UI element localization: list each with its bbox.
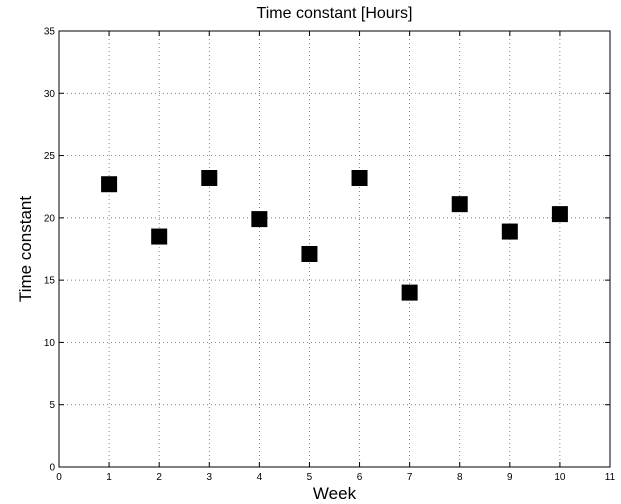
y-tick-label: 20 <box>44 213 56 224</box>
x-tick-label: 10 <box>554 472 566 483</box>
y-tick-label: 0 <box>49 463 55 474</box>
data-point <box>151 228 168 245</box>
x-tick-label: 7 <box>407 472 413 483</box>
grid-lines <box>59 31 610 467</box>
y-tick-label: 10 <box>44 338 56 349</box>
y-axis: 0 5 10 15 20 25 30 35 <box>44 27 610 474</box>
y-tick-label: 15 <box>44 276 56 287</box>
x-tick-label: 8 <box>457 472 463 483</box>
data-point <box>501 223 518 240</box>
x-tick-label: 2 <box>156 472 162 483</box>
data-point <box>251 211 268 228</box>
x-axis: 0 1 2 3 4 5 6 7 8 9 10 11 <box>56 31 616 483</box>
x-tick-label: 9 <box>507 472 513 483</box>
x-tick-label: 4 <box>257 472 263 483</box>
data-point <box>101 176 118 193</box>
x-tick-label: 3 <box>206 472 212 483</box>
data-points <box>101 169 568 301</box>
y-tick-label: 30 <box>44 89 56 100</box>
x-tick-label: 1 <box>106 472 112 483</box>
data-point <box>301 245 318 262</box>
data-point <box>401 284 418 301</box>
x-tick-label: 5 <box>307 472 313 483</box>
plot-background <box>59 31 610 467</box>
x-tick-label: 6 <box>357 472 363 483</box>
y-tick-label: 25 <box>44 151 56 162</box>
data-point <box>551 206 568 223</box>
y-tick-label: 35 <box>44 27 56 38</box>
x-axis-title: Week <box>313 484 357 503</box>
plot-frame <box>58 30 611 468</box>
x-tick-label: 11 <box>605 472 616 483</box>
data-point <box>201 169 218 186</box>
data-point <box>451 196 468 213</box>
y-axis-title: Time constant <box>16 196 35 302</box>
data-point <box>351 169 368 186</box>
y-tick-label: 5 <box>49 400 55 411</box>
x-tick-label: 0 <box>56 472 62 483</box>
chart-title: Time constant [Hours] <box>257 5 413 22</box>
